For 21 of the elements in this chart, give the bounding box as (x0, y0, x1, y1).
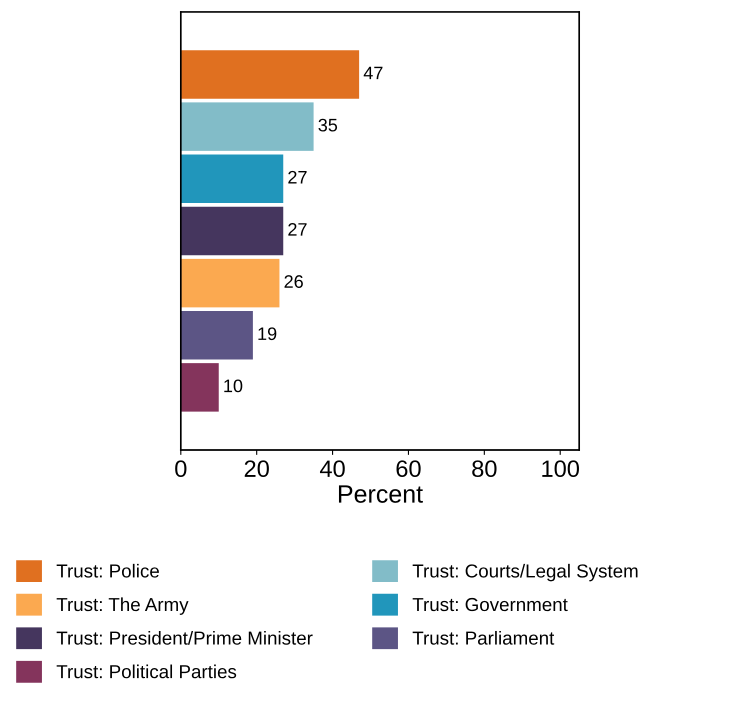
x-tick-label: 40 (320, 460, 345, 478)
data-label: 19 (258, 327, 276, 340)
x-tick-label: 100 (542, 460, 579, 478)
x-tick-label: 60 (396, 460, 421, 478)
data-label: 27 (288, 170, 307, 184)
x-axis-title: Percent (338, 485, 423, 503)
data-label: 47 (364, 66, 382, 80)
data-label: 35 (318, 118, 338, 132)
legend-label: Trust: Government (412, 598, 568, 612)
legend-label: Trust: Parliament (412, 630, 554, 645)
data-label: 27 (288, 223, 307, 236)
legend-label: Trust: Courts/Legal System (412, 564, 638, 582)
legend-label: Trust: President/Prime Minister (56, 630, 313, 645)
x-tick-label: 0 (175, 460, 186, 478)
legend-label: Trust: Police (56, 564, 159, 578)
data-label: 26 (284, 275, 303, 288)
data-label: 10 (224, 379, 242, 392)
legend-label: Trust: Political Parties (56, 664, 236, 678)
x-tick-label: 80 (472, 460, 497, 478)
legend-label: Trust: The Army (56, 597, 189, 615)
x-tick-label: 20 (244, 460, 269, 478)
